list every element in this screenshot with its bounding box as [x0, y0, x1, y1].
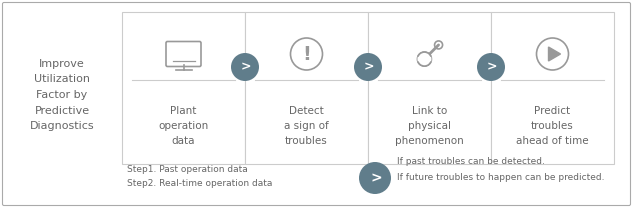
Text: Step1. Past operation data: Step1. Past operation data: [127, 166, 248, 175]
Text: >: >: [241, 61, 251, 73]
Circle shape: [477, 53, 505, 81]
Bar: [491, 12, 614, 164]
Text: >: >: [487, 61, 498, 73]
Text: Link to
physical
phenomenon: Link to physical phenomenon: [395, 106, 464, 146]
Text: >: >: [370, 171, 382, 185]
Bar: [245, 12, 368, 164]
FancyBboxPatch shape: [3, 2, 630, 206]
Circle shape: [417, 52, 432, 66]
Bar: [368, 12, 491, 164]
Text: Plant
operation
data: Plant operation data: [158, 106, 209, 146]
Text: Detect
a sign of
troubles: Detect a sign of troubles: [284, 106, 329, 146]
Circle shape: [359, 162, 391, 194]
Text: Improve
Utilization
Factor by
Predictive
Diagnostics: Improve Utilization Factor by Predictive…: [30, 59, 94, 131]
Text: !: !: [302, 46, 311, 64]
Polygon shape: [549, 47, 560, 61]
Text: If past troubles can be detected.
If future troubles to happen can be predicted.: If past troubles can be detected. If fut…: [397, 157, 605, 182]
Text: Step2. Real-time operation data: Step2. Real-time operation data: [127, 178, 272, 187]
Text: Predict
troubles
ahead of time: Predict troubles ahead of time: [516, 106, 589, 146]
Text: >: >: [364, 61, 374, 73]
Circle shape: [231, 53, 259, 81]
Circle shape: [354, 53, 382, 81]
Bar: [122, 12, 245, 164]
